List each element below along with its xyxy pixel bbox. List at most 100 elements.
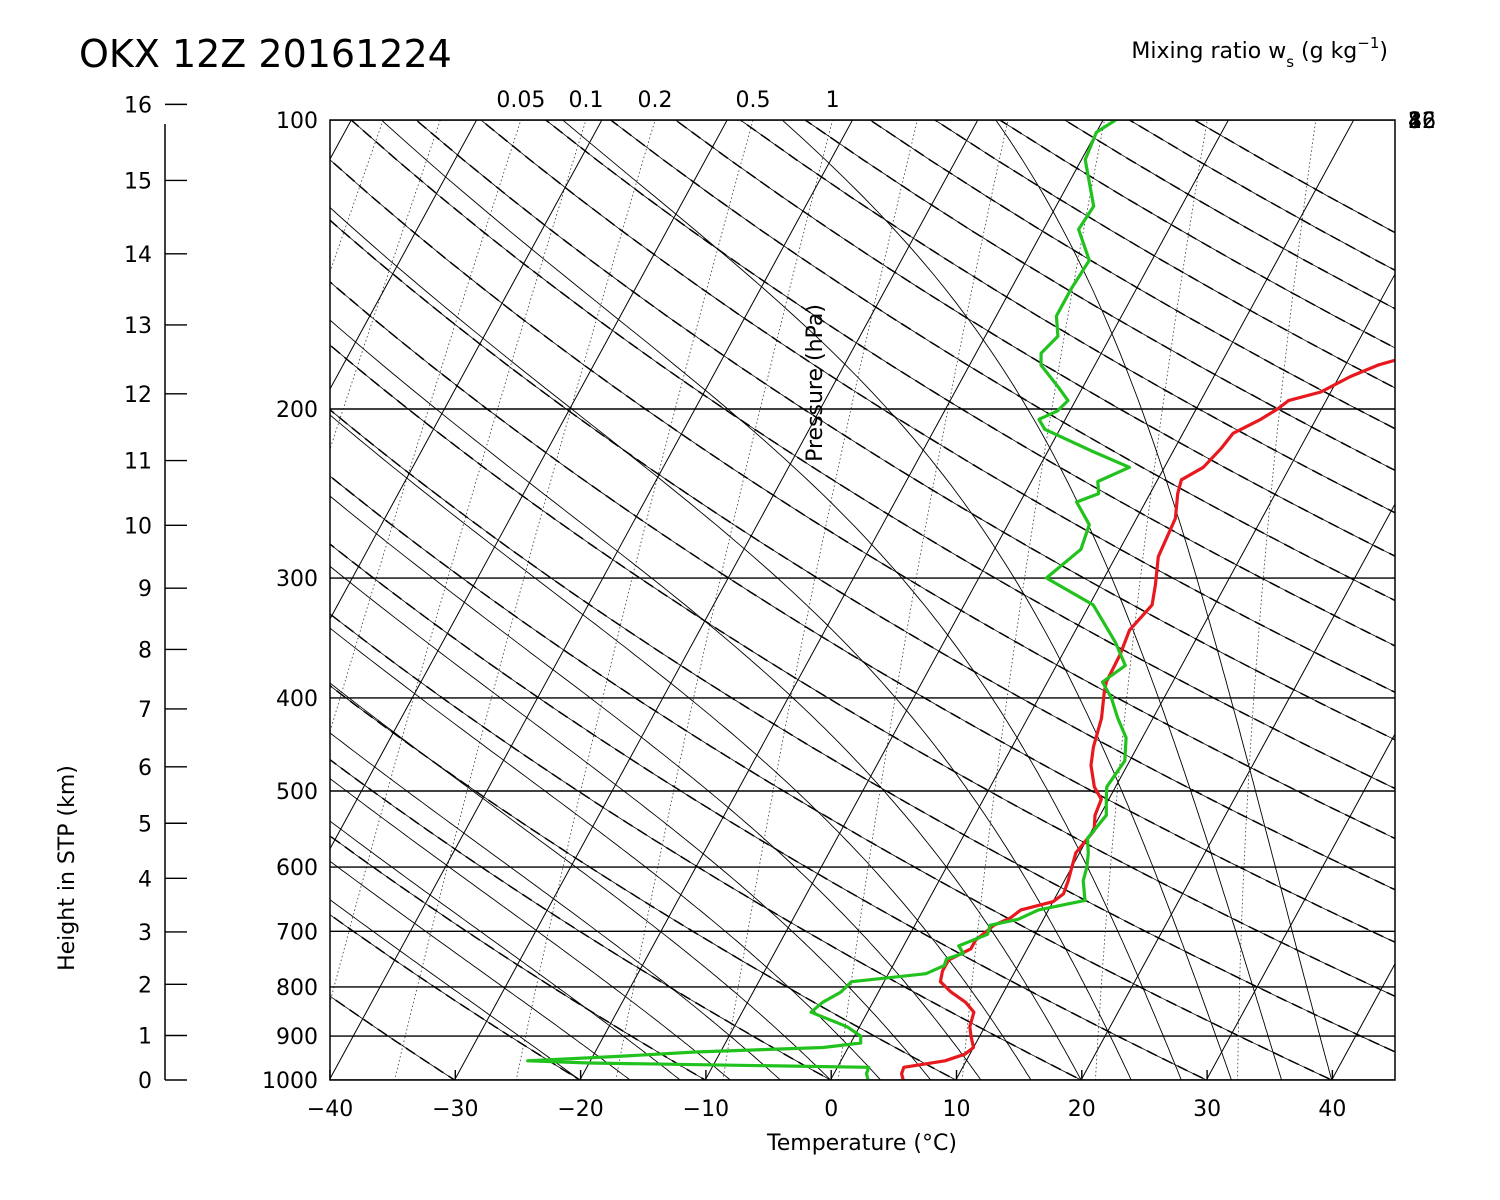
height-tick-label: 10 [124, 514, 152, 539]
dry-adiabat-line [415, 120, 1395, 741]
height-tick-label: 4 [138, 867, 152, 892]
isotherm-line [0, 120, 226, 1080]
dry-adiabat-line [739, 120, 1395, 514]
dry-adiabat-line [350, 120, 1395, 789]
moist-adiabat-line [330, 860, 631, 1080]
mixing-ratio-units-post: ) [1379, 39, 1388, 64]
dry-adiabat-line [545, 120, 1395, 647]
dry-adiabat-line [330, 408, 1395, 1053]
sounding-traces [526, 120, 1395, 1080]
moist-adiabat-line [330, 319, 1082, 1080]
isotherm-line [454, 120, 979, 1080]
mixing-ratio-line [837, 120, 1009, 1080]
moist-adiabat-line [330, 732, 781, 1080]
pressure-tick-label: 700 [276, 920, 318, 945]
x-tick-label: 0 [824, 1097, 838, 1122]
height-tick-label: 8 [138, 638, 152, 663]
x-tick-label: 30 [1193, 1097, 1221, 1122]
moist-adiabat-line [381, 120, 1182, 1080]
dry-adiabat-line [1063, 120, 1395, 310]
moist-adiabat-line [330, 820, 681, 1080]
height-tick-label: 13 [124, 314, 152, 339]
isotherm-line [1331, 962, 1395, 1080]
dry-adiabat-line [330, 475, 1334, 1080]
x-tick-label: 10 [943, 1097, 971, 1122]
dry-adiabat-line [330, 613, 1082, 1080]
plot-grid [0, 120, 1500, 1080]
mixing-ratio-top-label: 0.5 [735, 88, 770, 113]
isotherm-line [330, 120, 853, 1080]
dry-adiabat-line [479, 120, 1395, 694]
dry-adiabat-line [330, 344, 1395, 997]
dry-adiabat-line [610, 120, 1395, 601]
isotherm-line [1457, 120, 1500, 1080]
dry-adiabat-line [330, 475, 1333, 1080]
dry-adiabat-line [330, 344, 1395, 998]
dry-adiabat-line [1192, 120, 1395, 234]
mixing-ratio-right-label: 8 [1408, 109, 1422, 134]
moist-adiabat-line [995, 120, 1333, 1080]
mixing-ratio-title: Mixing ratio ws (g kg−1) [1131, 34, 1388, 71]
pressure-tick-label: 200 [276, 398, 318, 423]
isotherm-line [330, 120, 728, 850]
mixing-ratio-top-label: 0.2 [638, 88, 673, 113]
mixing-ratio-top-label: 1 [826, 88, 840, 113]
pressure-tick-label: 800 [276, 976, 318, 1001]
mixing-ratio-right-label: 2 [1408, 109, 1422, 134]
height-tick-label: 9 [138, 577, 152, 602]
pressure-tick-label: 600 [276, 856, 318, 881]
x-tick-label: 20 [1068, 1097, 1096, 1122]
dry-adiabat-line [804, 120, 1395, 471]
moist-adiabat-line [330, 778, 731, 1080]
height-tick-label: 12 [124, 383, 152, 408]
moist-adiabat-line [330, 495, 982, 1080]
mixing-ratio-subscript: s [1286, 53, 1294, 71]
moist-adiabat-line [781, 120, 1283, 1080]
x-tick-label: −30 [432, 1097, 478, 1122]
mixing-ratio-line [961, 120, 1105, 1080]
mixing-ratio-line [722, 120, 918, 1080]
dry-adiabat-line [330, 914, 581, 1080]
isotherm-line [330, 120, 603, 620]
chart-title: OKX 12Z 20161224 [79, 32, 452, 76]
mixing-ratio-units-exp: −1 [1357, 34, 1379, 52]
dry-adiabat-line [330, 158, 1395, 840]
dry-adiabat-line [934, 120, 1395, 389]
mixing-ratio-top-label: 0.1 [569, 88, 604, 113]
isotherm-line [1080, 502, 1395, 1080]
dry-adiabat-line [330, 159, 1395, 839]
dry-adiabat-line [330, 409, 1395, 1053]
height-tick-label: 7 [138, 698, 152, 723]
moist-adiabat-line [330, 682, 831, 1080]
mixing-ratio-right-label: 16 [1408, 109, 1436, 134]
isotherm-line [0, 120, 101, 1080]
dry-adiabat-line [330, 759, 832, 1080]
dry-adiabat-line [998, 120, 1395, 349]
pressure-tick-label: 500 [276, 780, 318, 805]
dry-adiabat-line [739, 120, 1395, 514]
height-tick-label: 14 [124, 243, 152, 268]
mixing-ratio-line [394, 120, 656, 1080]
isotherm-line [955, 273, 1395, 1080]
pressure-tick-label: 100 [276, 109, 318, 134]
isotherm-line [330, 120, 478, 391]
dry-adiabat-line [1063, 120, 1395, 310]
pressure-tick-label: 300 [276, 567, 318, 592]
dry-adiabat-line [330, 280, 1395, 944]
isotherm-line [1205, 732, 1395, 1080]
x-axis-ticks: −40 −30 −20 −10 0 10 20 30 40 [307, 1070, 1346, 1122]
x-tick-label: −40 [307, 1097, 353, 1122]
dry-adiabat-line [933, 120, 1395, 389]
mixing-ratio-units-pre: (g kg [1294, 39, 1357, 64]
temperature-trace [899, 358, 1395, 1080]
pressure-tick-label: 900 [276, 1025, 318, 1050]
moist-adiabat-line [330, 206, 1132, 1080]
moist-adiabat-line [330, 414, 1032, 1080]
x-tick-label: −10 [683, 1097, 729, 1122]
mixing-ratio-line [1237, 120, 1317, 1080]
mixing-ratio-title-text: Mixing ratio w [1131, 39, 1286, 64]
height-tick-label: 5 [138, 812, 152, 837]
